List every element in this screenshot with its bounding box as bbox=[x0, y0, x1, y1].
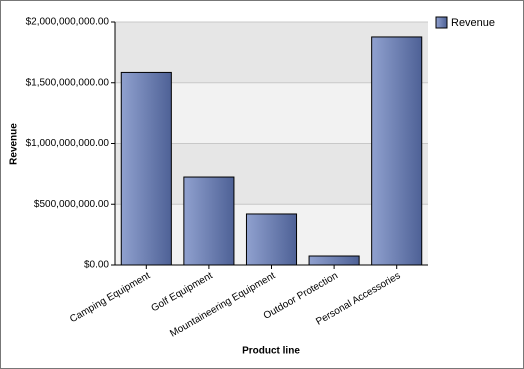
bar bbox=[308, 255, 360, 266]
legend-label: Revenue bbox=[451, 17, 495, 29]
y-tick-label: $1,000,000,000.00 bbox=[26, 138, 110, 149]
x-axis-title: Product line bbox=[242, 346, 300, 357]
y-tick-label: $2,000,000,000.00 bbox=[26, 17, 110, 28]
y-axis-title: Revenue bbox=[9, 123, 20, 165]
y-tick-label: $0.00 bbox=[84, 260, 109, 271]
legend-box bbox=[433, 13, 501, 33]
bar bbox=[120, 71, 172, 266]
bar bbox=[245, 213, 298, 266]
y-tick-label: $1,500,000,000.00 bbox=[26, 77, 110, 88]
y-tick-label: $500,000,000.00 bbox=[34, 199, 110, 210]
legend-swatch bbox=[435, 16, 448, 29]
bar bbox=[183, 176, 235, 266]
bar bbox=[371, 36, 423, 266]
